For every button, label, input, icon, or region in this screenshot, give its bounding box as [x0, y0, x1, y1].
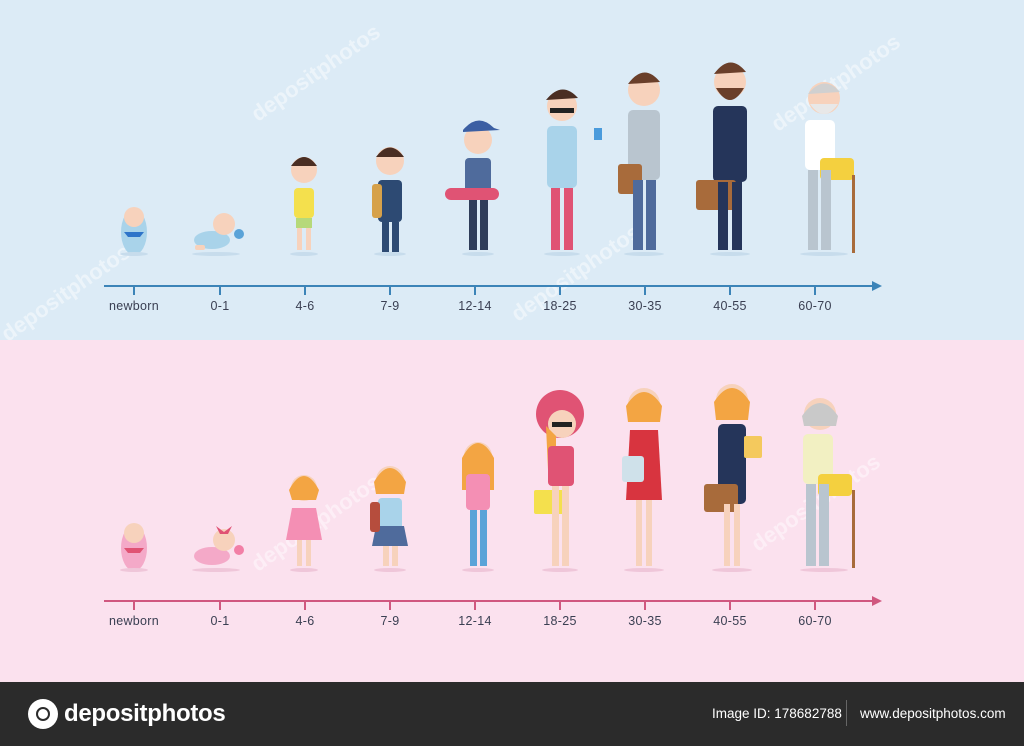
male-schoolboy-figure: [372, 147, 404, 252]
female-newborn-figure: [121, 523, 147, 571]
male-axis-tick: [474, 287, 476, 295]
male-age-label: 18-25: [543, 299, 577, 313]
male-axis-tick: [814, 287, 816, 295]
female-axis-tick: [389, 602, 391, 610]
female-elderly-figure: [802, 398, 855, 568]
male-newborn-figure: [121, 207, 147, 255]
female-age-label: 18-25: [543, 614, 577, 628]
male-age-label: 30-35: [628, 299, 662, 313]
female-age-label: newborn: [108, 614, 160, 628]
female-age-label: 0-1: [210, 614, 230, 628]
male-baby-figure: [194, 213, 244, 250]
male-age-label: 60-70: [798, 299, 832, 313]
male-axis-tick: [729, 287, 731, 295]
female-panel: depositphotos depositphotos: [0, 340, 1024, 682]
female-age-label: 4-6: [295, 614, 315, 628]
male-teen-figure: [445, 120, 500, 250]
male-axis-tick: [304, 287, 306, 295]
male-young-adult-figure: [546, 89, 602, 250]
male-age-label: newborn: [108, 299, 160, 313]
female-axis-tick: [559, 602, 561, 610]
female-middle-aged-figure: [704, 384, 762, 566]
male-age-label: 4-6: [295, 299, 315, 313]
female-axis-tick: [133, 602, 135, 610]
female-axis-tick: [729, 602, 731, 610]
female-schoolgirl-figure: [370, 466, 408, 566]
male-panel: depositphotos depositphotos depositphoto…: [0, 0, 1024, 346]
camera-icon: [28, 699, 58, 729]
male-middle-aged-figure: [696, 62, 747, 250]
site-link[interactable]: www.depositphotos.com: [860, 706, 1006, 721]
male-elderly-figure: [805, 82, 855, 253]
female-axis-tick: [219, 602, 221, 610]
female-axis-tick: [474, 602, 476, 610]
image-id: Image ID: 178682788: [712, 706, 842, 721]
female-adult-figure: [622, 388, 662, 566]
male-age-axis: [104, 285, 874, 287]
male-age-label: 7-9: [380, 299, 400, 313]
depositphotos-logo[interactable]: depositphotos: [28, 699, 226, 729]
female-age-label: 30-35: [628, 614, 662, 628]
female-axis-tick: [814, 602, 816, 610]
female-age-label: 12-14: [458, 614, 492, 628]
female-teen-figure: [462, 442, 494, 566]
male-axis-tick: [133, 287, 135, 295]
logo-text: depositphotos: [64, 700, 226, 727]
female-axis-arrow: [872, 596, 882, 606]
female-age-axis: [104, 600, 874, 602]
male-age-label: 12-14: [458, 299, 492, 313]
female-axis-tick: [304, 602, 306, 610]
male-age-label: 40-55: [713, 299, 747, 313]
female-age-label: 7-9: [380, 614, 400, 628]
female-axis-tick: [644, 602, 646, 610]
female-age-label: 60-70: [798, 614, 832, 628]
male-figures: [120, 62, 855, 256]
female-baby-figure: [194, 526, 244, 565]
footer-divider: [846, 700, 847, 726]
footer-bar: depositphotos Image ID: 178682788 www.de…: [0, 682, 1024, 746]
female-age-label: 40-55: [713, 614, 747, 628]
male-axis-tick: [559, 287, 561, 295]
male-adult-figure: [618, 72, 660, 250]
male-axis-arrow: [872, 281, 882, 291]
male-age-label: 0-1: [210, 299, 230, 313]
male-axis-tick: [644, 287, 646, 295]
female-young-adult-figure: [534, 390, 584, 566]
male-child-figure: [291, 157, 317, 250]
female-figures: [120, 384, 855, 572]
male-axis-tick: [219, 287, 221, 295]
female-child-figure: [286, 475, 322, 566]
male-axis-tick: [389, 287, 391, 295]
